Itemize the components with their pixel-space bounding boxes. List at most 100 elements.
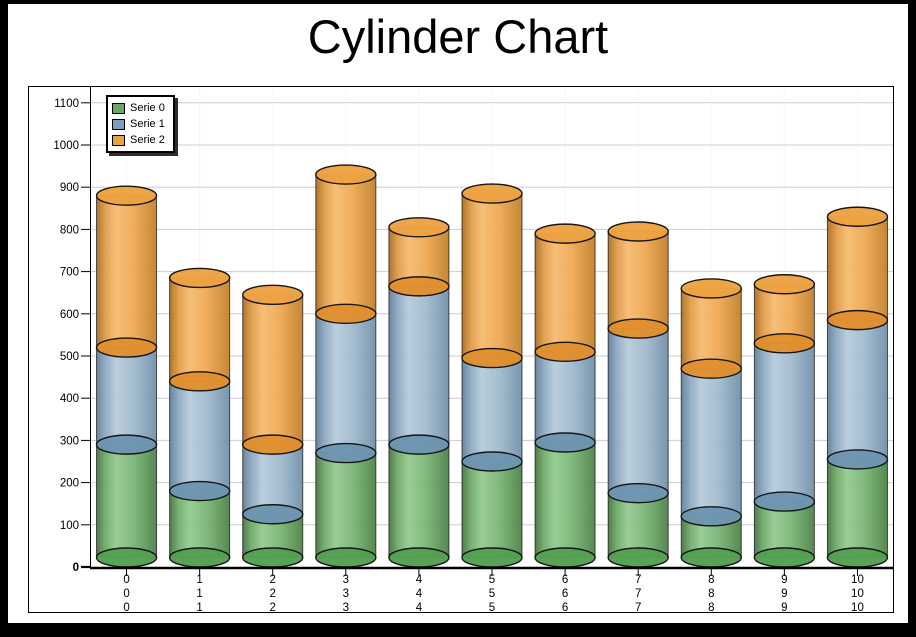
bar-segment (242, 444, 304, 515)
cylinder-bar (168, 267, 231, 568)
x-axis-label: 4 (416, 588, 423, 600)
chart-title: Cylinder Chart (307, 10, 609, 63)
bar-segment (680, 368, 742, 517)
cylinder-cap (534, 547, 596, 568)
cylinder-cap (168, 371, 231, 392)
cylinder-cap (168, 267, 231, 289)
bar-segment (680, 287, 742, 370)
legend: Serie 0 Serie 1 Serie 2 (106, 95, 175, 153)
legend-swatch (112, 102, 125, 114)
bar-segment (534, 233, 596, 353)
chart-svg: 0 100 200 300 400 500 600 700 800 900 1000 1100 0 0 0 1… (28, 86, 894, 613)
y-axis-label: 100 (60, 520, 79, 532)
x-axis-label: 9 (781, 588, 787, 600)
legend-item-label: Serie 0 (130, 102, 165, 114)
x-axis-label: 5 (489, 588, 495, 600)
cylinder-cap (315, 442, 377, 464)
x-axis-label: 0 (123, 574, 129, 586)
x-axis-label: 5 (489, 574, 495, 586)
x-axis-label: 3 (343, 574, 349, 586)
cylinder-cap (607, 318, 669, 339)
cylinder-cap (388, 434, 450, 455)
x-axis-label: 3 (343, 588, 349, 600)
x-axis-label: 10 (851, 588, 864, 600)
bar-segment (315, 452, 377, 558)
cylinder-bar (95, 185, 158, 568)
bar-segment (826, 216, 888, 321)
cylinder-cap (753, 547, 816, 568)
bar-segment (461, 461, 523, 558)
x-axis-label: 0 (123, 602, 129, 613)
cylinder-cap (168, 547, 231, 568)
x-axis-label: 6 (562, 588, 568, 600)
y-axis-label: 400 (60, 393, 79, 405)
cylinder-cap (826, 309, 889, 331)
cylinder-cap (315, 547, 377, 568)
cylinder-cap (388, 217, 450, 238)
cylinder-bar (826, 206, 889, 568)
y-axis-label: 1100 (54, 98, 79, 110)
axes: 0 100 200 300 400 500 600 700 800 900 1000 1100 0 0 0 1… (53, 86, 894, 613)
y-axis-label: 0 (73, 562, 79, 574)
y-axis-label: 500 (60, 351, 79, 363)
cylinder-cap (315, 303, 377, 325)
cylinder-cap (242, 434, 304, 455)
cylinder-cap (753, 274, 816, 295)
bar-segment (461, 193, 523, 359)
x-axis-label: 3 (343, 602, 349, 613)
cylinder-cap (826, 547, 889, 568)
cylinder-cap (826, 206, 889, 227)
bar-segment (534, 442, 596, 559)
cylinder-cap (680, 506, 742, 527)
cylinder-bar (242, 284, 304, 568)
cylinder-bar (388, 217, 450, 568)
bar-segment (315, 313, 377, 454)
x-axis-label: 1 (196, 574, 202, 586)
cylinder-cap (461, 183, 523, 204)
y-axis-label: 300 (60, 435, 79, 447)
cylinder-bar (607, 221, 669, 568)
cylinder-cap (607, 221, 669, 242)
legend-item-serie-2[interactable]: Serie 2 (112, 132, 165, 148)
cylinder-cap (242, 504, 304, 525)
cylinder-bar (534, 223, 596, 568)
x-axis-label: 2 (270, 588, 276, 600)
bar-segment (461, 357, 523, 462)
cylinder-cap (607, 482, 669, 504)
x-axis-label: 0 (123, 588, 129, 600)
page-background: Cylinder Chart 0 100 200 300 400 500 600 700 800… (8, 4, 908, 623)
bar-segment (96, 195, 158, 349)
cylinder-cap (95, 185, 158, 206)
cylinder-cap (95, 547, 158, 568)
cylinder-cap (168, 480, 231, 502)
cylinder-cap (534, 341, 596, 362)
x-axis-label: 9 (781, 574, 787, 586)
y-axis-label: 200 (60, 478, 79, 490)
cylinder-bar (753, 274, 816, 568)
x-axis-label: 7 (635, 588, 641, 600)
bar-segment (753, 342, 815, 503)
cylinder-cap (753, 491, 816, 512)
legend-swatch (112, 118, 125, 130)
cylinder-cap (680, 358, 742, 379)
legend-item-serie-1[interactable]: Serie 1 (112, 116, 165, 132)
cylinder-cap (242, 547, 304, 568)
y-axis-label: 1000 (53, 140, 79, 152)
x-axis-label: 7 (635, 602, 641, 613)
cylinder-cap (607, 547, 669, 568)
x-axis-label: 10 (851, 602, 864, 613)
x-axis-label: 1 (196, 588, 202, 600)
cylinder-cap (388, 276, 450, 297)
cylinder-cap (461, 347, 523, 369)
y-axis-label: 600 (60, 309, 79, 321)
bar-segment (96, 444, 158, 558)
x-axis-label: 7 (635, 574, 641, 586)
legend-item-label: Serie 1 (130, 118, 165, 130)
bar-segment (169, 380, 231, 492)
legend-item-serie-0[interactable]: Serie 0 (112, 100, 165, 116)
cylinder-bar (680, 278, 742, 568)
x-axis-label: 8 (708, 602, 714, 613)
cylinder-cap (680, 278, 742, 299)
x-axis-label: 2 (270, 602, 276, 613)
x-axis-label: 10 (851, 574, 864, 586)
